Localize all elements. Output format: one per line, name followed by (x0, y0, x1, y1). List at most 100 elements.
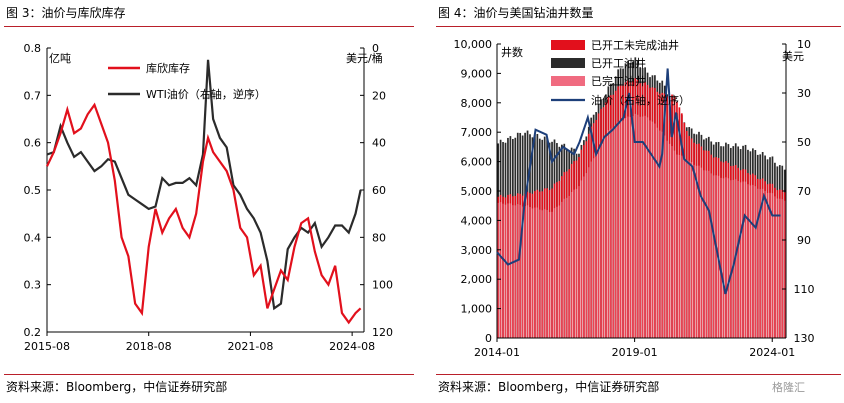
bar-completed (685, 160, 688, 338)
bar-completed (656, 127, 659, 338)
bar-completed (769, 192, 771, 338)
bar-completed (715, 175, 717, 338)
right-title-rule (436, 26, 841, 27)
bar-completed (676, 154, 678, 338)
bar-completed (551, 211, 553, 338)
bar-completed (597, 147, 600, 338)
bar-completed (543, 209, 546, 338)
bar-completed (570, 191, 573, 338)
bar-completed (649, 120, 651, 338)
bar-completed (502, 203, 504, 338)
bar-completed (526, 205, 529, 338)
right-legend-unfinished-swatch (551, 40, 585, 50)
bar-completed (761, 188, 764, 338)
bar-completed (583, 176, 585, 338)
bar-completed (646, 117, 649, 338)
right-ytick-label: 2,000 (461, 273, 493, 286)
right-y-axis-unit: 井数 (501, 45, 523, 59)
bar-completed (565, 197, 568, 338)
bar-completed (644, 115, 646, 339)
bar-completed (514, 205, 517, 338)
bar-completed (774, 196, 776, 338)
bar-completed (575, 188, 578, 338)
right-legend-started-swatch (551, 58, 585, 68)
bar-completed (678, 154, 681, 338)
bar-completed (764, 190, 766, 338)
left-y2tick-label: 60 (372, 184, 386, 197)
left-source-rule (4, 374, 414, 375)
left-figure-title: 图 3：油价与库欣库存 (6, 6, 126, 20)
bar-completed (629, 117, 632, 338)
bar-completed (634, 113, 637, 338)
left-y2tick-label: 120 (372, 326, 393, 339)
right-ytick-label: 0 (485, 332, 492, 345)
bar-completed (595, 154, 597, 338)
right-y2tick-label: 110 (794, 283, 815, 296)
bar-completed (627, 116, 629, 338)
left-series-wti (46, 59, 362, 311)
left-chart: 0.8 0.7 0.6 0.5 0.4 0.3 0.2 0 20 40 60 80 100 120 2015… (24, 42, 394, 353)
bar-completed (737, 180, 740, 338)
right-ytick-label: 6,000 (461, 156, 493, 169)
bar-completed (558, 205, 561, 338)
right-ytick-label: 1,000 (461, 303, 493, 316)
bar-completed (666, 140, 669, 338)
right-legend-unfinished-label: 已开工未完成油井 (591, 38, 679, 52)
right-legend-completed-label: 已完工油井 (591, 74, 646, 88)
bar-completed (651, 121, 654, 338)
bar-completed (580, 180, 583, 338)
bar-completed (509, 203, 512, 338)
right-figure-title: 图 4：油价与美国钻油井数量 (438, 6, 594, 20)
bar-completed (673, 150, 676, 338)
left-ytick-label: 0.5 (24, 184, 42, 197)
bar-completed (541, 210, 544, 338)
right-y2tick-label: 10 (797, 38, 811, 51)
bar-completed (624, 117, 627, 338)
left-y-axis-unit: 亿吨 (49, 52, 71, 65)
left-xtick-label: 2015-08 (24, 340, 70, 353)
bar-completed (698, 165, 700, 338)
right-y2tick-label: 50 (797, 136, 811, 149)
bar-completed (688, 160, 691, 338)
left-ytick-label: 0.4 (24, 231, 42, 244)
right-y2tick-label: 70 (797, 185, 811, 198)
bar-completed (553, 208, 556, 338)
bar-completed (729, 180, 732, 338)
bar-completed (546, 209, 548, 338)
bar-completed (573, 189, 575, 338)
bar-completed (668, 143, 671, 338)
right-y2tick-label: 90 (797, 234, 811, 247)
bar-completed (742, 181, 744, 338)
bar-completed (776, 198, 779, 338)
right-legend-started-label: 已开工油井 (591, 56, 646, 70)
bar-completed (695, 165, 698, 338)
bar-completed (607, 130, 610, 338)
bar-completed (529, 206, 531, 338)
left-xtick-label: 2018-08 (126, 340, 172, 353)
bar-completed (752, 184, 754, 338)
bar-completed (617, 121, 620, 338)
right-ytick-label: 9,000 (461, 67, 493, 80)
bar-completed (732, 179, 735, 338)
bar-completed (680, 155, 683, 338)
bar-completed (661, 131, 664, 338)
right-ytick-label: 5,000 (461, 185, 493, 198)
bar-completed (507, 203, 509, 338)
bar-completed (641, 116, 644, 338)
bar-completed (781, 199, 784, 338)
right-y2tick-label: 30 (797, 87, 811, 100)
right-source-note: 资料来源：Bloomberg，中信证券研究部 (438, 380, 660, 394)
bar-completed (499, 202, 502, 338)
bar-completed (592, 158, 595, 338)
left-y2tick-label: 40 (372, 137, 386, 150)
bar-completed (568, 195, 571, 338)
bar-completed (663, 135, 666, 338)
bar-completed (504, 204, 507, 338)
right-source-rule (436, 374, 841, 375)
bar-completed (587, 167, 590, 338)
left-legend-wti-label: WTI油价（右轴，逆序） (146, 87, 266, 101)
bar-completed (690, 161, 693, 338)
bar-completed (602, 139, 605, 338)
bar-completed (683, 158, 686, 338)
